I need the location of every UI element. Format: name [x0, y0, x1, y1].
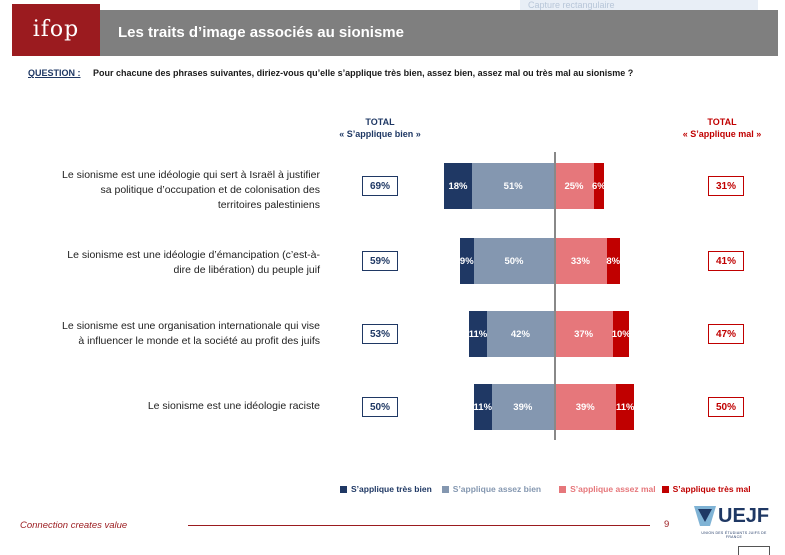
- question-line: QUESTION : Pour chacune des phrases suiv…: [28, 68, 633, 78]
- legend-swatch-assez-mal: [559, 485, 567, 493]
- row-label-influence: Le sionisme est une organisation interna…: [10, 319, 320, 349]
- row-label-line: Le sionisme est une idéologie raciste: [147, 400, 320, 412]
- uejf-logo: UEJF UNION DES ÉTUDIANTS JUIFS DE FRANCE: [694, 504, 774, 542]
- legend-swatch-assez-bien: [441, 485, 449, 493]
- total-good-influence: 53%: [362, 324, 398, 344]
- total-good-raciste: 50%: [362, 397, 398, 417]
- legend: S’applique très bien S’applique assez bi…: [340, 484, 751, 494]
- row-label-emancipation: Le sionisme est une idéologie d’émancipa…: [10, 248, 320, 278]
- page-number: 9: [664, 519, 670, 530]
- bar-value-label: 37%: [574, 328, 594, 340]
- question-label: QUESTION :: [28, 68, 81, 78]
- bar-tres-mal-emancipation: 8%: [606, 238, 621, 284]
- row-label-line: Le sionisme est une idéologie d’émancipa…: [67, 249, 320, 261]
- legend-item-tres-bien: S’applique très bien: [340, 484, 432, 494]
- uejf-subtitle: UNION DES ÉTUDIANTS JUIFS DE FRANCE: [701, 531, 767, 539]
- legend-label-assez-mal: S’applique assez mal: [570, 484, 656, 494]
- bar-value-label: 6%: [591, 180, 606, 192]
- bar-value-label: 25%: [564, 180, 584, 192]
- total-bad-influence: 47%: [708, 324, 744, 344]
- bar-tres-bien-occupation: 18%: [443, 163, 473, 209]
- column-header-bad: TOTAL « S’applique mal »: [672, 116, 772, 140]
- row-label-line: à influencer le monde et la société au p…: [78, 335, 320, 347]
- uejf-wordmark: UEJF: [718, 505, 770, 527]
- bar-value-label: 42%: [510, 328, 530, 340]
- slide-title: Les traits d’image associés au sionisme: [118, 24, 404, 41]
- row-label-occupation: Le sionisme est une idéologie qui sert à…: [10, 168, 320, 213]
- bar-value-label: 33%: [570, 255, 590, 267]
- row-label-line: dire de libération) du peuple juif: [173, 264, 320, 276]
- bar-value-label: 51%: [503, 180, 523, 192]
- column-header-bad-line2: « S’applique mal »: [682, 129, 762, 139]
- total-bad-emancipation: 41%: [708, 251, 744, 271]
- chart-center-axis: [554, 152, 556, 440]
- row-label-line: sa politique d’occupation et de colonisa…: [100, 184, 321, 196]
- ifop-logo: ifop: [12, 4, 100, 56]
- total-good-emancipation: 59%: [362, 251, 398, 271]
- legend-label-tres-mal: S’applique très mal: [672, 484, 751, 494]
- total-good-occupation: 69%: [362, 176, 398, 196]
- bar-assez-mal-occupation: 25%: [554, 163, 594, 209]
- bar-value-label: 18%: [448, 180, 468, 192]
- bar-value-label: 50%: [504, 255, 524, 267]
- legend-swatch-tres-mal: [661, 485, 669, 493]
- bar-value-label: 39%: [575, 401, 595, 413]
- bar-assez-mal-influence: 37%: [554, 311, 614, 357]
- bar-assez-mal-raciste: 39%: [554, 384, 617, 430]
- bar-assez-bien-emancipation: 50%: [474, 238, 554, 284]
- column-header-good-line2: « S’applique bien »: [339, 129, 421, 139]
- column-header-bad-line1: TOTAL: [707, 117, 737, 127]
- bar-tres-mal-influence: 10%: [611, 311, 631, 357]
- total-bad-raciste: 50%: [708, 397, 744, 417]
- bar-tres-bien-raciste: 11%: [474, 384, 492, 430]
- row-label-line: Le sionisme est une idéologie qui sert à…: [62, 169, 320, 181]
- column-header-good: TOTAL « S’applique bien »: [320, 116, 440, 140]
- bar-tres-mal-occupation: 6%: [591, 163, 606, 209]
- bar-assez-bien-influence: 42%: [486, 311, 554, 357]
- row-label-line: Le sionisme est une organisation interna…: [62, 320, 320, 332]
- footer-divider: [188, 525, 650, 526]
- legend-label-tres-bien: S’applique très bien: [351, 484, 432, 494]
- bar-tres-mal-raciste: 11%: [616, 384, 634, 430]
- bar-value-label: 39%: [513, 401, 533, 413]
- bar-value-label: 8%: [606, 255, 621, 267]
- legend-item-assez-mal: S’applique assez mal: [559, 484, 656, 494]
- legend-item-assez-bien: S’applique assez bien: [441, 484, 542, 494]
- bar-assez-bien-occupation: 51%: [472, 163, 554, 209]
- bar-value-label: 9%: [459, 255, 474, 267]
- bar-value-label: 11%: [473, 401, 493, 413]
- bar-tres-bien-emancipation: 9%: [459, 238, 474, 284]
- footer-tagline: Connection creates value: [20, 520, 128, 531]
- bar-value-label: 11%: [468, 328, 488, 340]
- bar-assez-bien-raciste: 39%: [491, 384, 554, 430]
- bar-value-label: 10%: [611, 328, 631, 340]
- bar-value-label: 11%: [615, 401, 635, 413]
- bar-assez-mal-emancipation: 33%: [554, 238, 607, 284]
- question-text: Pour chacune des phrases suivantes, diri…: [93, 68, 634, 78]
- background-window-caption: Capture rectangulaire: [520, 0, 758, 10]
- row-label-line: territoires palestiniens: [217, 199, 320, 211]
- title-bar: Les traits d’image associés au sionisme: [100, 10, 778, 56]
- bar-tres-bien-influence: 11%: [469, 311, 487, 357]
- row-label-raciste: Le sionisme est une idéologie raciste: [10, 399, 320, 414]
- total-bad-occupation: 31%: [708, 176, 744, 196]
- legend-item-tres-mal: S’applique très mal: [661, 484, 751, 494]
- legend-label-assez-bien: S’applique assez bien: [452, 484, 542, 494]
- column-header-good-line1: TOTAL: [365, 117, 395, 127]
- uejf-mark-icon: [694, 506, 716, 526]
- legend-swatch-tres-bien: [340, 485, 347, 493]
